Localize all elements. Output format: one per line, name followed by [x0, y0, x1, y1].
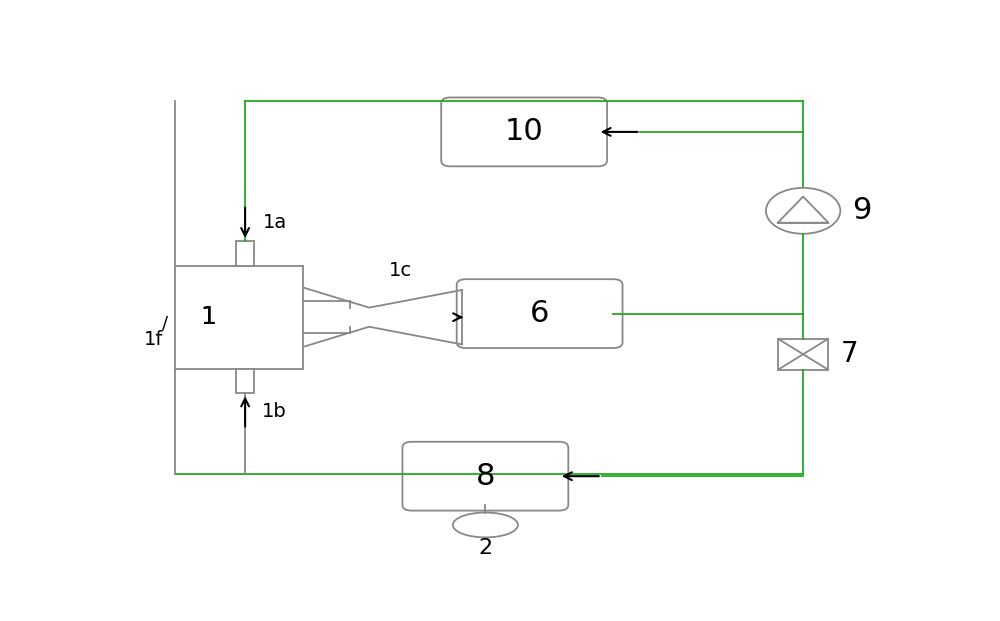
Text: 10: 10 — [505, 117, 544, 147]
Text: 1a: 1a — [262, 213, 287, 232]
FancyBboxPatch shape — [457, 279, 623, 348]
Circle shape — [766, 188, 840, 233]
Ellipse shape — [453, 512, 518, 537]
Text: 6: 6 — [530, 299, 549, 328]
Text: 1b: 1b — [262, 402, 287, 421]
Bar — [778, 339, 828, 369]
Bar — [236, 369, 254, 394]
Text: 9: 9 — [852, 196, 872, 225]
Text: 1f: 1f — [144, 330, 163, 350]
Text: 7: 7 — [841, 340, 858, 368]
Text: /: / — [162, 314, 168, 332]
FancyBboxPatch shape — [402, 442, 568, 510]
Text: 1: 1 — [200, 305, 216, 329]
Text: 2: 2 — [478, 538, 492, 558]
Bar — [175, 266, 303, 369]
Text: 8: 8 — [476, 461, 495, 491]
Bar — [236, 241, 254, 266]
FancyBboxPatch shape — [441, 97, 607, 166]
Text: 1c: 1c — [389, 261, 412, 280]
Text: 1: 1 — [200, 305, 216, 329]
